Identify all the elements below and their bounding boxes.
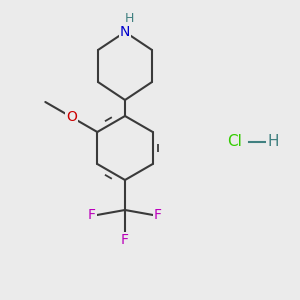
Text: H: H [124, 11, 134, 25]
Text: Cl: Cl [228, 134, 242, 149]
Text: O: O [66, 110, 77, 124]
Text: F: F [88, 208, 96, 222]
Text: H: H [267, 134, 279, 149]
Text: N: N [120, 25, 130, 39]
Text: F: F [154, 208, 162, 222]
Text: F: F [121, 233, 129, 247]
